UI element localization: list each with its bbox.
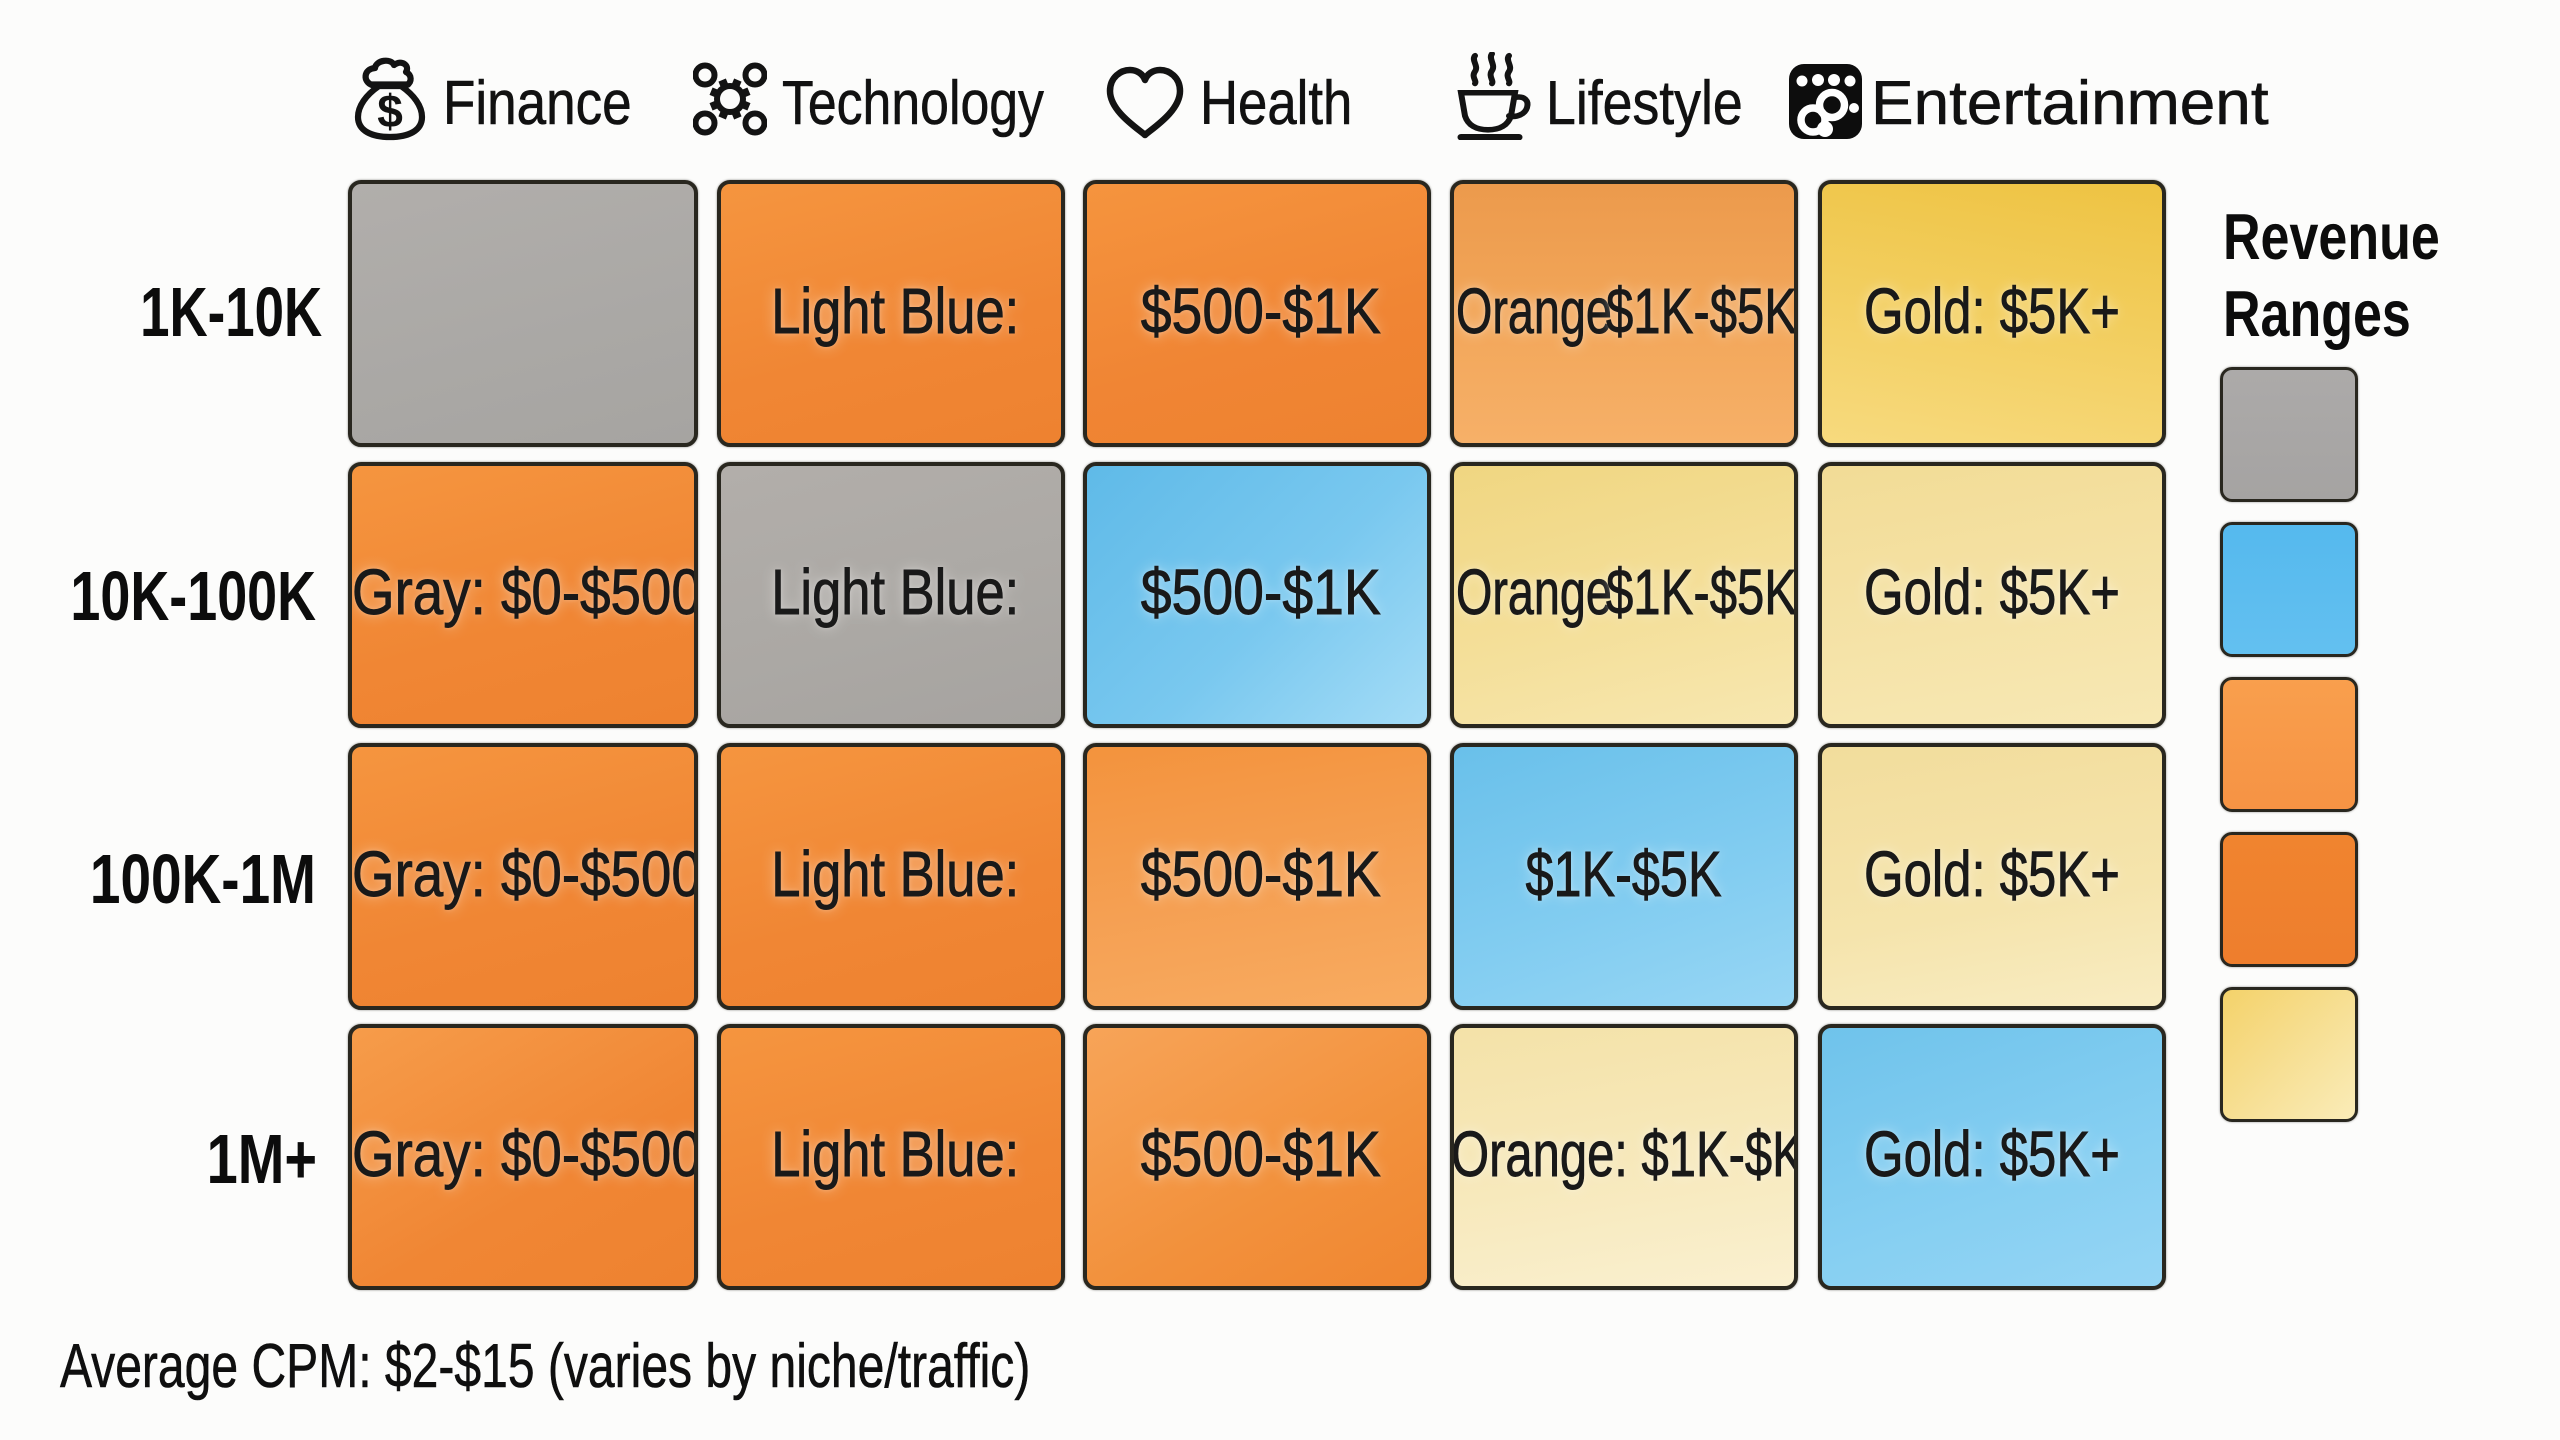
svg-text:$: $	[377, 85, 403, 137]
